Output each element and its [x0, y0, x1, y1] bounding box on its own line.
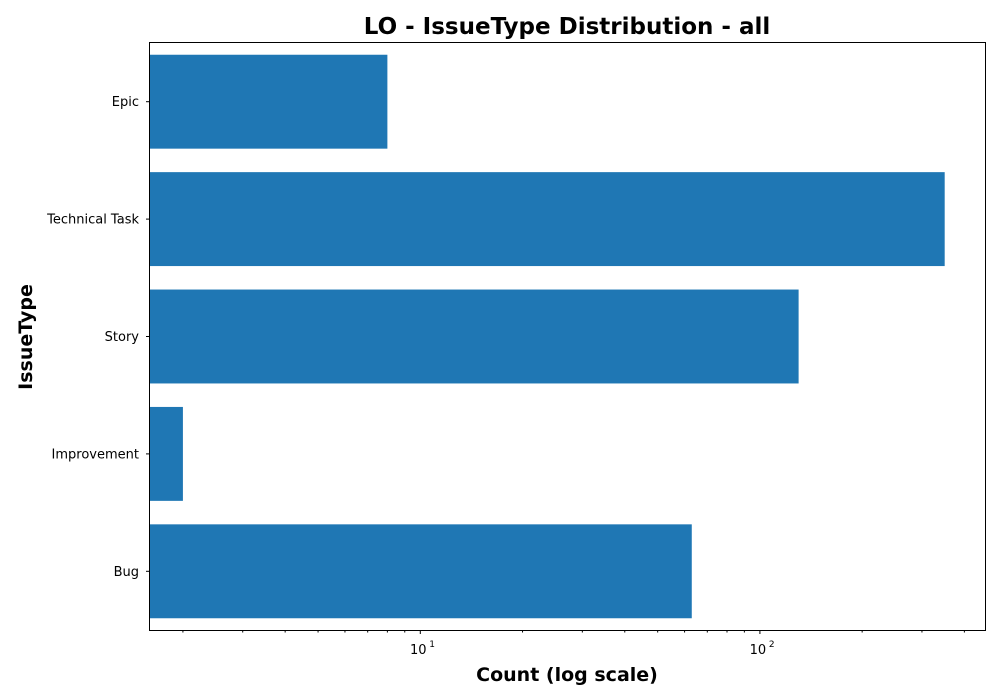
y-tick-label-technical-task: Technical Task [46, 213, 139, 228]
chart-title: LO - IssueType Distribution - all [364, 14, 771, 40]
bar-bug [150, 524, 692, 619]
x-tick-label-exponent: 2 [769, 640, 775, 650]
bar-story [150, 289, 799, 384]
x-tick-label: 10 2 [750, 640, 775, 658]
x-tick-label-base: 10 [410, 643, 427, 658]
x-axis-label: Count (log scale) [476, 664, 658, 686]
y-tick-label-story: Story [105, 330, 140, 345]
x-tick-label-exponent: 1 [429, 640, 435, 650]
bar-improvement [150, 406, 183, 501]
x-tick-label-base: 10 [750, 643, 767, 658]
x-tick-label: 10 1 [410, 640, 435, 658]
bars-layer [150, 54, 945, 619]
y-tick-label-improvement: Improvement [52, 447, 139, 462]
y-tick-label-bug: Bug [114, 565, 139, 580]
y-tick-label-epic: Epic [112, 95, 139, 110]
plot-frame [149, 42, 986, 631]
y-axis-label: IssueType [15, 284, 37, 390]
bar-epic [150, 54, 388, 149]
bar-technical-task [150, 172, 945, 267]
